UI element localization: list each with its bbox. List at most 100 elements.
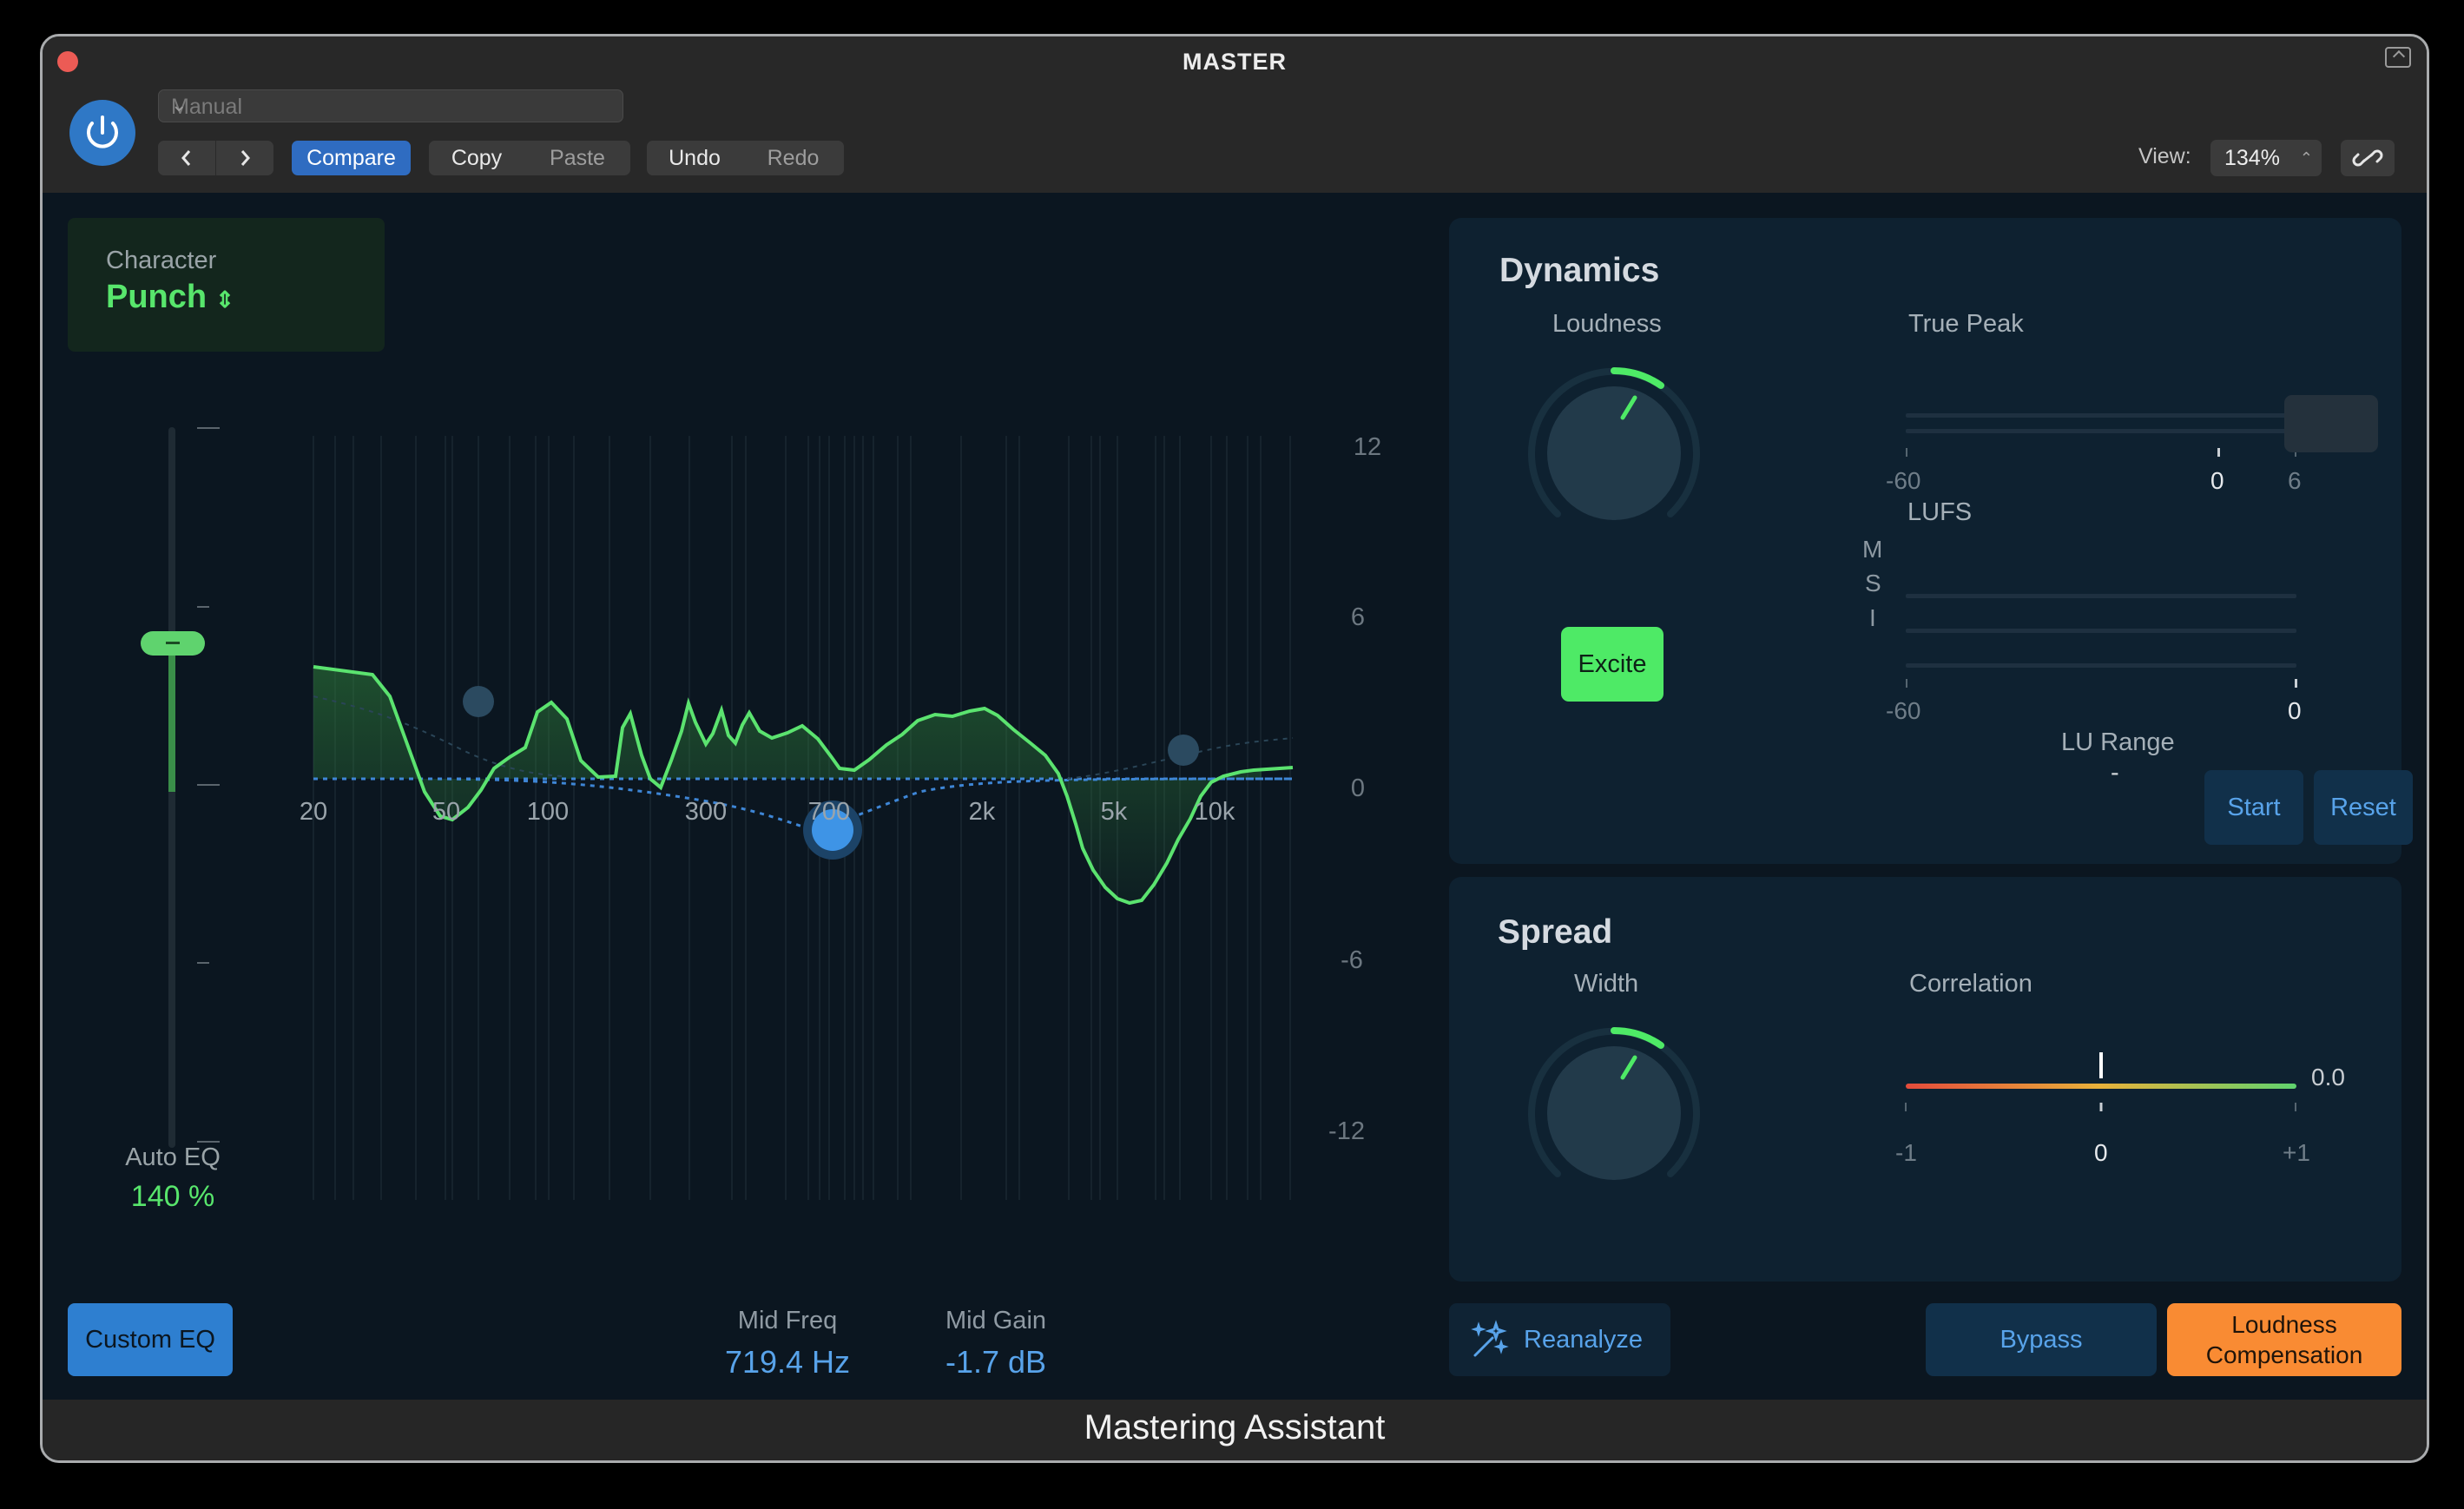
- mid-freq-field[interactable]: Mid Freq 719.4 Hz: [701, 1307, 874, 1381]
- magic-wand-icon: [1471, 1320, 1509, 1357]
- custom-eq-button[interactable]: Custom EQ: [68, 1303, 233, 1376]
- chevron-down-icon: ⌄: [171, 94, 188, 115]
- spread-title: Spread: [1498, 913, 1613, 951]
- true-peak-meter-1: [1906, 413, 2296, 418]
- lufs-label: LUFS: [1907, 498, 1973, 526]
- lufs-meter-i: [1906, 663, 2296, 668]
- mid-gain-label: Mid Gain: [945, 1307, 1047, 1334]
- slider-tick: [197, 606, 209, 608]
- eq-graph[interactable]: 20 50 100 300 700 2k 5k 10k 12 6 0 -6 -1…: [43, 193, 1432, 1287]
- lufs-min-label: -60: [1886, 697, 1921, 724]
- lufs-row-m: M: [1862, 536, 1883, 563]
- loudness-compensation-line2: Compensation: [2205, 1341, 2363, 1368]
- eq-high-band-handle[interactable]: [1168, 735, 1199, 766]
- lufs-meter-s: [1906, 629, 2296, 633]
- tick: [1906, 679, 1907, 688]
- power-icon: [87, 115, 118, 148]
- stepper-icon: ⌃: [2299, 149, 2313, 167]
- tick: [2295, 679, 2297, 688]
- preset-value: Manual: [171, 95, 242, 119]
- freq-label: 50: [432, 798, 460, 826]
- width-label: Width: [1574, 970, 1639, 998]
- character-label: Character: [106, 247, 217, 274]
- tick: [2217, 448, 2220, 457]
- close-icon[interactable]: [57, 51, 78, 72]
- db-label: 12: [1354, 433, 1381, 461]
- copy-button[interactable]: Copy: [451, 146, 503, 170]
- mid-gain-field[interactable]: Mid Gain -1.7 dB: [909, 1307, 1083, 1381]
- loudness-compensation-button[interactable]: Loudness Compensation: [2167, 1303, 2401, 1376]
- copy-paste-group: Copy Paste: [429, 141, 630, 175]
- preset-dropdown[interactable]: Manual ⌄: [158, 89, 623, 122]
- correlation-min-label: -1: [1895, 1139, 1917, 1166]
- eq-band-curve-high: [1066, 737, 1294, 780]
- paste-button[interactable]: Paste: [550, 146, 605, 170]
- db-label: 6: [1351, 603, 1365, 631]
- chevron-right-icon: [240, 150, 250, 166]
- next-button[interactable]: [216, 141, 273, 175]
- redo-button[interactable]: Redo: [767, 146, 820, 170]
- lufs-max-label: 0: [2288, 697, 2302, 724]
- true-peak-meter-2: [1906, 429, 2296, 433]
- tick: [1906, 448, 1907, 457]
- main-area: Character Punch ⇕ Auto EQ 140 %: [43, 193, 2427, 1400]
- tick: [2295, 448, 2296, 457]
- slider-tick: [197, 962, 209, 964]
- lufs-row-s: S: [1865, 570, 1881, 596]
- character-value-text: Punch: [106, 279, 208, 315]
- true-peak-max-label: 6: [2288, 467, 2302, 494]
- undo-redo-group: Undo Redo: [647, 141, 844, 175]
- freq-label: 100: [527, 798, 569, 826]
- freq-label: 2k: [969, 798, 996, 826]
- lu-range-value: -: [2111, 759, 2119, 787]
- mid-freq-label: Mid Freq: [737, 1307, 838, 1334]
- eq-response-line: [313, 665, 1294, 906]
- undo-button[interactable]: Undo: [669, 146, 721, 170]
- correlation-value: 0.0: [2311, 1064, 2345, 1091]
- auto-eq-value: 140 %: [130, 1180, 215, 1213]
- mid-freq-value: 719.4 Hz: [724, 1344, 851, 1380]
- reanalyze-label: Reanalyze: [1524, 1326, 1644, 1354]
- slider-tick: [197, 1141, 220, 1143]
- compare-button[interactable]: Compare: [292, 141, 411, 175]
- window-title: MASTER: [1183, 49, 1287, 75]
- freq-label: 5k: [1101, 798, 1128, 826]
- view-label: View:: [2138, 144, 2191, 168]
- db-label: 0: [1351, 774, 1365, 802]
- true-peak-label: True Peak: [1908, 310, 2024, 338]
- up-down-chevron-icon: ⇕: [215, 287, 234, 313]
- lufs-row-i: I: [1869, 604, 1876, 631]
- loudness-knob[interactable]: [1519, 358, 1710, 549]
- view-zoom-select[interactable]: 134% ⌃: [2210, 140, 2322, 176]
- eq-low-band-handle[interactable]: [463, 686, 494, 717]
- db-label: -12: [1328, 1117, 1365, 1145]
- slider-tick: [197, 427, 220, 429]
- freq-label: 300: [685, 798, 727, 826]
- correlation-max-label: +1: [2283, 1139, 2310, 1166]
- previous-button[interactable]: [158, 141, 216, 175]
- start-button[interactable]: Start: [2204, 770, 2303, 845]
- eq-grid: [313, 436, 1291, 1200]
- true-peak-min-label: -60: [1886, 467, 1921, 494]
- excite-button[interactable]: Excite: [1561, 627, 1664, 702]
- true-peak-readout[interactable]: [2284, 395, 2378, 452]
- view-zoom-value: 134%: [2224, 146, 2280, 170]
- nav-button-group: [158, 141, 273, 175]
- freq-label: 20: [300, 798, 327, 826]
- character-value: Punch ⇕: [106, 279, 234, 316]
- title-bar: MASTER Manual ⌄ Compare Copy Paste: [43, 36, 2427, 193]
- power-button[interactable]: [69, 100, 135, 166]
- correlation-meter: [1905, 1052, 2296, 1111]
- db-label: -6: [1341, 946, 1363, 974]
- eq-mid-band-handle[interactable]: [812, 809, 853, 851]
- lufs-meter-m: [1906, 594, 2296, 598]
- character-selector[interactable]: Character Punch ⇕: [68, 218, 385, 352]
- reanalyze-button[interactable]: Reanalyze: [1449, 1303, 1670, 1376]
- link-icon: [2352, 149, 2383, 167]
- link-button[interactable]: [2341, 140, 2395, 176]
- reset-button[interactable]: Reset: [2314, 770, 2413, 845]
- bypass-button[interactable]: Bypass: [1926, 1303, 2157, 1376]
- window-mode-icon[interactable]: [2385, 47, 2411, 68]
- width-knob[interactable]: [1519, 1018, 1710, 1209]
- auto-eq-slider-thumb[interactable]: [141, 631, 205, 656]
